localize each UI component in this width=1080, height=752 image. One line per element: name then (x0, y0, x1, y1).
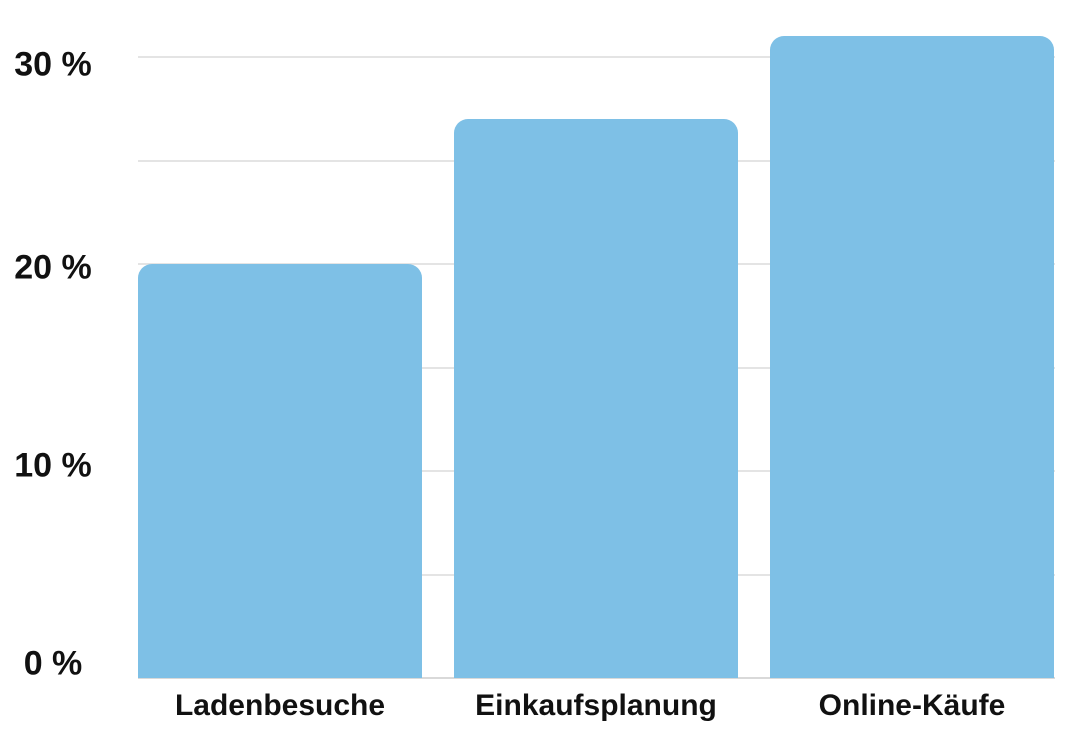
x-axis-label-online-kaufe: Online-Käufe (818, 689, 1006, 722)
x-axis-label-einkaufsplanung: Einkaufsplanung (475, 689, 717, 722)
x-axis-baseline (138, 677, 1055, 679)
bar-einkaufsplanung (454, 119, 738, 678)
y-axis-label-0pct: 0 % (23, 644, 83, 683)
y-axis-label-10pct: 10 % (14, 446, 92, 485)
y-axis-label-20pct: 20 % (14, 248, 92, 287)
bar-ladenbesuche (138, 264, 422, 678)
bar-online-kaufe (770, 36, 1054, 678)
gridline-30pct (138, 56, 1055, 58)
y-axis-label-30pct: 30 % (14, 45, 92, 84)
x-axis-label-ladenbesuche: Ladenbesuche (174, 689, 386, 722)
